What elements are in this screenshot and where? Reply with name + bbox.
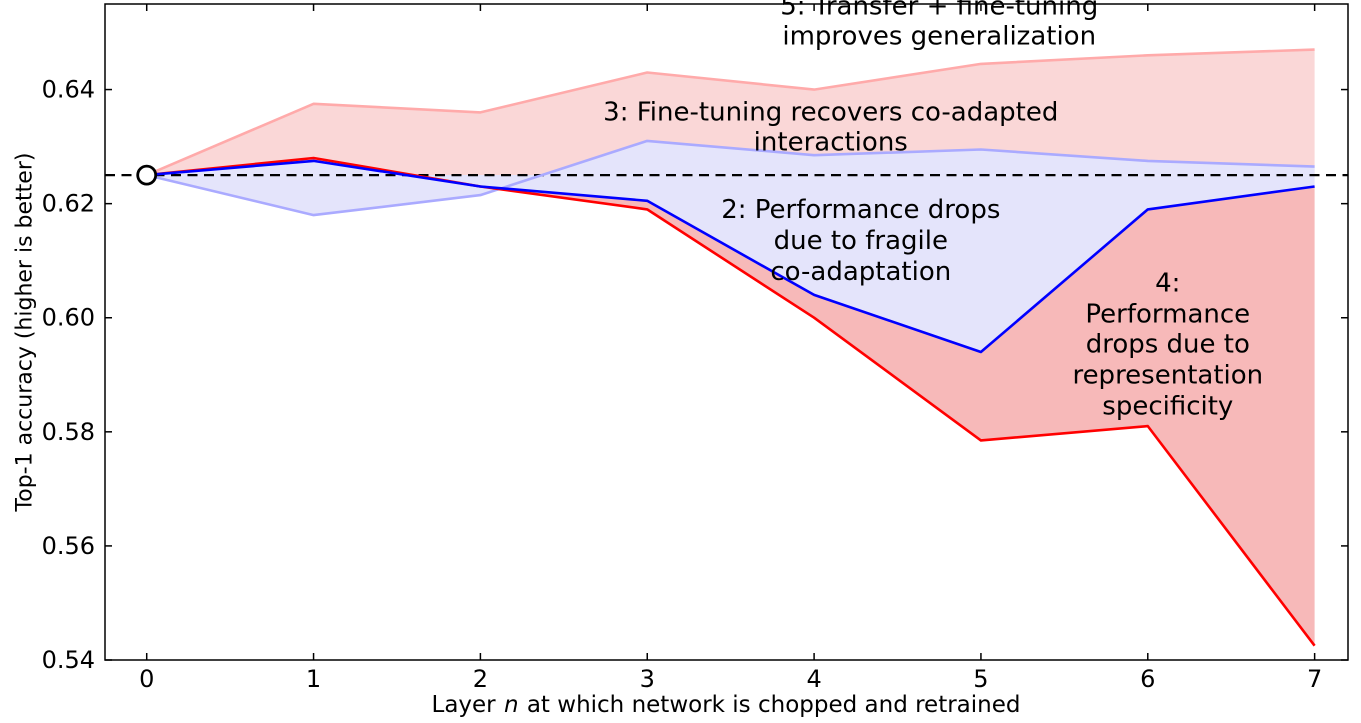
x-axis-label-suffix: at which network is chopped and retraine… [519,692,1021,718]
svg-text:6: 6 [1140,665,1155,693]
svg-text:5: 5 [973,665,988,693]
svg-text:4: 4 [806,665,821,693]
svg-text:0: 0 [139,665,154,693]
x-axis-label-variable: n [503,692,519,718]
svg-text:0.64: 0.64 [42,76,95,104]
y-axis-label: Top-1 accuracy (higher is better) [12,152,38,512]
x-axis-label: Layer n at which network is chopped and … [432,692,1021,718]
svg-text:3: 3 [640,665,655,693]
svg-text:0.60: 0.60 [42,304,95,332]
svg-text:7: 7 [1307,665,1322,693]
svg-text:0.62: 0.62 [42,190,95,218]
svg-text:0.58: 0.58 [42,418,95,446]
svg-text:0.56: 0.56 [42,532,95,560]
x-axis-label-prefix: Layer [431,692,503,718]
svg-text:2: 2 [473,665,488,693]
svg-text:1: 1 [306,665,321,693]
svg-text:0.54: 0.54 [42,646,95,674]
